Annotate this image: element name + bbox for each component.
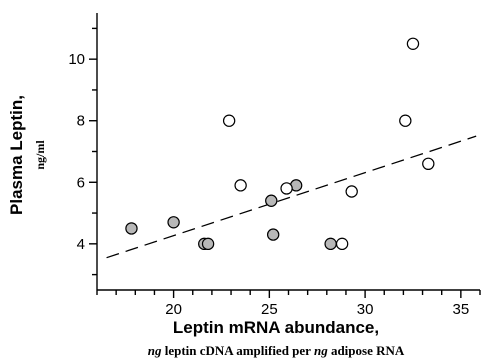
x-axis-title: Leptin mRNA abundance, [173, 318, 379, 337]
axis-labels: Plasma Leptin, ng/ml Leptin mRNA abundan… [7, 95, 405, 358]
data-point-open [406, 37, 420, 50]
trend-line [106, 135, 477, 259]
x-axis-subtitle-text: adipose RNA [328, 343, 405, 358]
data-point-open [399, 114, 412, 127]
y-tick-label: 6 [77, 174, 85, 191]
y-axis-title: Plasma Leptin, [7, 95, 26, 215]
y-tick-label: 4 [77, 236, 85, 253]
plot-area [106, 37, 477, 259]
data-point-open [280, 182, 293, 195]
data-point-open [345, 185, 358, 198]
data-point-filled [266, 228, 280, 241]
x-axis-subtitle: ng leptin cDNA amplified per ng adipose … [148, 343, 405, 358]
axes: 4 6 8 10 20 25 30 35 [68, 13, 481, 318]
data-point-filled [167, 216, 180, 229]
data-point-open [234, 179, 247, 192]
x-tick-label: 25 [261, 301, 278, 318]
y-tick-label: 8 [77, 113, 85, 130]
x-tick-label: 20 [165, 301, 182, 318]
y-axis-subtitle: ng/ml [33, 140, 47, 170]
y-tick-label: 10 [68, 51, 85, 68]
data-point-filled [324, 237, 337, 251]
x-axis-subtitle-unit: ng [314, 343, 328, 358]
x-tick-label: 30 [357, 301, 374, 318]
data-point-open [222, 114, 236, 127]
data-point-open [422, 157, 435, 171]
x-axis-subtitle-unit: ng [148, 343, 162, 358]
data-point-filled [125, 222, 138, 235]
x-tick-label: 35 [453, 301, 470, 318]
data-point-filled [265, 194, 278, 207]
x-axis-subtitle-text: leptin cDNA amplified per [161, 343, 314, 358]
data-point-filled [201, 237, 215, 251]
data-point-open [335, 237, 349, 251]
